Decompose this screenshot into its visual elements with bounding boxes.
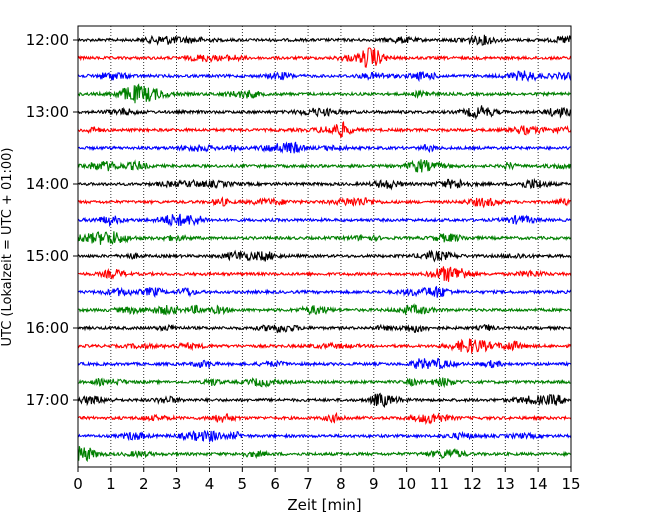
trace-1630	[77, 357, 572, 370]
x-tick-label: 1	[106, 475, 116, 493]
trace-1615	[77, 338, 572, 355]
y-tick-label: 13:00	[26, 103, 69, 121]
x-tick-label: 7	[303, 475, 313, 493]
y-axis-label: UTC (Lokalzeit = UTC + 01:00)	[0, 148, 15, 347]
trace-1500	[77, 249, 572, 263]
x-tick-label: 0	[73, 475, 83, 493]
y-tick-label: 14:00	[26, 175, 69, 193]
trace-1700	[77, 392, 572, 409]
y-tick-label: 12:00	[26, 31, 69, 49]
trace-1400	[77, 177, 572, 191]
y-tick-label: 16:00	[26, 319, 69, 337]
trace-1215	[77, 47, 572, 68]
trace-1645	[77, 377, 572, 389]
trace-1530	[77, 285, 572, 298]
x-tick-label: 10	[397, 475, 416, 493]
trace-1445	[77, 231, 572, 245]
trace-1515	[77, 266, 572, 282]
y-tick-label: 17:00	[26, 391, 69, 409]
trace-1200	[78, 34, 572, 46]
x-tick-label: 14	[529, 475, 548, 493]
trace-1430	[77, 213, 572, 228]
x-axis-ticks: 0 1 2 3 4 5 6 7 8 9 10 11 12 13 14 15	[73, 467, 581, 493]
x-tick-label: 9	[369, 475, 379, 493]
x-tick-label: 15	[561, 475, 580, 493]
trace-1715	[78, 411, 572, 425]
trace-1300	[77, 105, 572, 121]
y-tick-label: 15:00	[26, 247, 69, 265]
x-tick-label: 11	[430, 475, 449, 493]
x-tick-label: 6	[270, 475, 280, 493]
y-axis-ticks: 12:00 13:00 14:00 15:00 16:00 17:00	[26, 31, 78, 409]
trace-1230	[77, 70, 572, 83]
trace-1345	[77, 159, 572, 173]
x-tick-label: 12	[463, 475, 482, 493]
x-tick-label: 3	[172, 475, 182, 493]
x-tick-label: 4	[205, 475, 215, 493]
trace-1330	[77, 141, 572, 154]
seismic-traces	[77, 34, 572, 463]
x-tick-label: 8	[336, 475, 346, 493]
trace-1315	[77, 120, 572, 139]
x-axis-label: Zeit [min]	[287, 496, 361, 514]
plot-frame	[77, 25, 572, 468]
trace-1545	[77, 302, 572, 316]
trace-1245	[77, 83, 572, 104]
trace-1415	[77, 196, 572, 209]
trace-1730	[77, 429, 572, 443]
x-tick-label: 13	[496, 475, 515, 493]
x-tick-label: 5	[238, 475, 248, 493]
x-tick-label: 2	[139, 475, 149, 493]
trace-1600	[77, 323, 572, 334]
trace-1745	[77, 446, 572, 463]
